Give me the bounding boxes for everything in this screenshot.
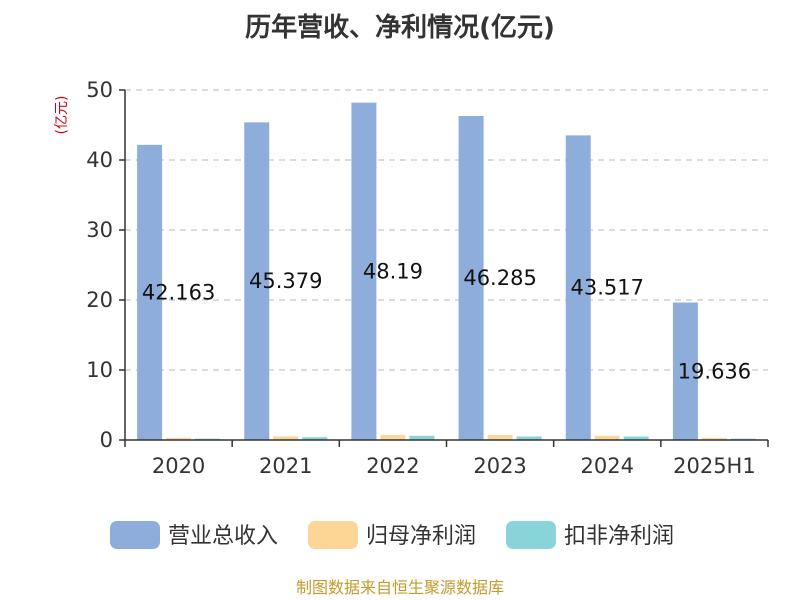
legend-item[interactable]: 归母净利润 xyxy=(308,521,476,549)
bar-revenue xyxy=(458,116,484,440)
y-tick-label: 0 xyxy=(100,428,113,452)
bar-value-label: 48.19 xyxy=(363,259,423,283)
bar-net-profit xyxy=(273,436,299,440)
bar-deducted-net-profit xyxy=(623,436,649,440)
bar-deducted-net-profit xyxy=(302,437,328,440)
x-tick-label: 2020 xyxy=(152,454,205,478)
x-tick-label: 2023 xyxy=(473,454,526,478)
axes: 0 10 20 30 40 50 2020 2021 2022 2023 2024 2025H1 xyxy=(86,78,769,478)
gridlines xyxy=(125,89,768,371)
data-source-note: 制图数据来自恒生聚源数据库 xyxy=(296,578,504,597)
y-tick-label: 40 xyxy=(86,148,113,172)
bar-deducted-net-profit xyxy=(409,435,435,440)
bar-revenue xyxy=(244,122,270,441)
x-tick-label: 2025H1 xyxy=(673,454,756,478)
legend-item[interactable]: 营业总收入 xyxy=(110,521,278,549)
legend-swatch xyxy=(110,521,160,549)
bar-revenue xyxy=(137,144,163,440)
legend-item[interactable]: 扣非净利润 xyxy=(506,521,674,549)
chart-title: 历年营收、净利情况(亿元) xyxy=(245,12,555,43)
bar-net-profit xyxy=(594,435,620,440)
y-tick-label: 50 xyxy=(86,78,113,102)
bar-net-profit xyxy=(701,437,727,440)
bar-value-label: 46.285 xyxy=(463,266,536,290)
data-labels: 42.163 45.379 48.19 46.285 43.517 19.636 xyxy=(142,259,751,383)
bar-revenue xyxy=(565,135,591,441)
bar-revenue xyxy=(351,102,377,441)
y-tick-label: 30 xyxy=(86,218,113,242)
bar-net-profit xyxy=(487,435,513,440)
legend-swatch xyxy=(308,521,358,549)
bar-deducted-net-profit xyxy=(516,436,542,440)
bar-value-label: 19.636 xyxy=(678,359,751,383)
bars xyxy=(137,102,756,441)
x-tick-label: 2022 xyxy=(366,454,419,478)
y-axis-unit-label: (亿元) xyxy=(54,96,70,135)
bar-value-label: 43.517 xyxy=(571,276,644,300)
bar-net-profit xyxy=(380,435,406,440)
legend-label: 营业总收入 xyxy=(168,524,278,549)
x-tick-label: 2021 xyxy=(259,454,312,478)
bar-value-label: 42.163 xyxy=(142,280,215,304)
legend: 营业总收入 归母净利润 扣非净利润 xyxy=(110,521,674,549)
bar-revenue xyxy=(672,302,698,440)
bar-value-label: 45.379 xyxy=(249,269,322,293)
y-tick-label: 20 xyxy=(86,288,113,312)
legend-swatch xyxy=(506,521,556,549)
x-tick-label: 2024 xyxy=(581,454,634,478)
legend-label: 扣非净利润 xyxy=(564,524,674,549)
legend-label: 归母净利润 xyxy=(366,524,476,549)
bar-net-profit xyxy=(166,437,192,440)
y-tick-label: 10 xyxy=(86,358,113,382)
